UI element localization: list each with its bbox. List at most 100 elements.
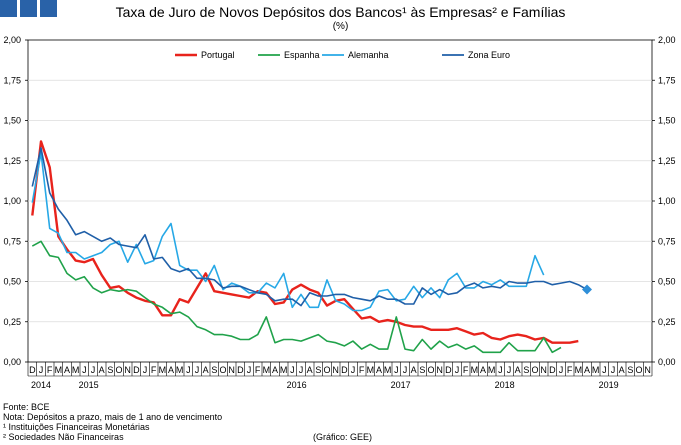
chart-title: Taxa de Juro de Novos Depósitos dos Banc…: [115, 4, 566, 20]
x-tick-label: D: [445, 365, 452, 375]
x-tick-label: D: [133, 365, 140, 375]
x-tick-label: S: [523, 365, 529, 375]
x-tick-label: A: [584, 365, 590, 375]
x-year-label: 2016: [287, 380, 307, 390]
x-tick-label: J: [247, 365, 252, 375]
x-tick-label: M: [471, 365, 479, 375]
y-tick-label-right: 1,00: [658, 196, 676, 206]
x-tick-label: M: [263, 365, 271, 375]
x-tick-label: O: [219, 365, 226, 375]
x-tick-label: F: [47, 365, 53, 375]
x-tick-label: M: [592, 365, 600, 375]
x-tick-label: A: [480, 365, 486, 375]
logo-squares: [0, 0, 57, 17]
x-tick-label: D: [29, 365, 36, 375]
x-tick-label: A: [619, 365, 625, 375]
x-year-label: 2015: [79, 380, 99, 390]
y-tick-label-left: 2,00: [3, 35, 21, 45]
x-tick-label: J: [39, 365, 44, 375]
y-tick-label-left: 0,50: [3, 277, 21, 287]
x-tick-label: S: [315, 365, 321, 375]
x-tick-label: M: [55, 365, 63, 375]
series-line-portugal: [31, 140, 579, 344]
x-tick-label: F: [359, 365, 365, 375]
x-year-label: 2014: [31, 380, 51, 390]
x-tick-label: N: [540, 365, 547, 375]
x-tick-label: M: [72, 365, 80, 375]
x-tick-label: J: [290, 365, 295, 375]
x-tick-label: S: [107, 365, 113, 375]
footnote-2: ² Sociedades Não Financeiras: [3, 432, 124, 442]
x-tick-label: A: [99, 365, 105, 375]
x-tick-label: M: [575, 365, 583, 375]
x-tick-label: J: [394, 365, 399, 375]
x-year-label: 2019: [599, 380, 619, 390]
last-point-marker: [582, 284, 592, 295]
x-tick-label: S: [419, 365, 425, 375]
x-tick-label: A: [515, 365, 521, 375]
x-tick-label: N: [332, 365, 339, 375]
x-tick-label: O: [635, 365, 642, 375]
x-tick-label: O: [323, 365, 330, 375]
x-tick-label: N: [228, 365, 235, 375]
y-tick-label-right: 1,25: [658, 156, 676, 166]
x-tick-label: J: [143, 365, 148, 375]
x-tick-label: J: [299, 365, 304, 375]
series-line-zona-euro: [31, 147, 588, 307]
x-tick-label: A: [376, 365, 382, 375]
y-tick-label-left: 1,50: [3, 116, 21, 126]
x-tick-label: A: [411, 365, 417, 375]
x-year-label: 2017: [391, 380, 411, 390]
x-tick-label: F: [255, 365, 261, 375]
series-line-espanha: [31, 240, 562, 354]
y-tick-label-left: 0,75: [3, 236, 21, 246]
x-tick-label: M: [384, 365, 392, 375]
legend-label: Portugal: [201, 50, 235, 60]
y-tick-label-left: 1,75: [3, 75, 21, 85]
logo-square-1: [0, 0, 17, 17]
y-tick-label-right: 2,00: [658, 35, 676, 45]
x-tick-label: D: [341, 365, 348, 375]
y-tick-label-right: 1,50: [658, 116, 676, 126]
x-tick-label: O: [531, 365, 538, 375]
x-tick-label: N: [124, 365, 131, 375]
x-tick-label: S: [211, 365, 217, 375]
x-tick-label: J: [351, 365, 356, 375]
x-tick-label: N: [436, 365, 443, 375]
x-tick-label: A: [168, 365, 174, 375]
x-tick-label: O: [115, 365, 122, 375]
chart-unit: (%): [332, 21, 349, 32]
legend-label: Alemanha: [348, 50, 389, 60]
y-tick-label-right: 1,75: [658, 75, 676, 85]
x-tick-label: M: [280, 365, 288, 375]
x-tick-label: J: [403, 365, 408, 375]
x-tick-label: D: [237, 365, 244, 375]
x-tick-label: A: [272, 365, 278, 375]
x-tick-label: J: [559, 365, 564, 375]
logo-square-3: [40, 0, 57, 17]
x-tick-label: M: [367, 365, 375, 375]
source-note: Fonte: BCE: [3, 402, 50, 412]
x-tick-label: J: [507, 365, 512, 375]
x-tick-label: D: [549, 365, 556, 375]
x-tick-label: S: [627, 365, 633, 375]
chart-credit: (Gráfico: GEE): [313, 432, 373, 442]
legend-label: Zona Euro: [468, 50, 510, 60]
y-tick-label-left: 0,25: [3, 317, 21, 327]
x-tick-label: N: [644, 365, 651, 375]
y-tick-label-right: 0,00: [658, 357, 676, 367]
y-tick-label-left: 1,00: [3, 196, 21, 206]
y-tick-label-left: 0,00: [3, 357, 21, 367]
x-tick-label: A: [203, 365, 209, 375]
x-tick-label: F: [151, 365, 157, 375]
x-year-label: 2018: [495, 380, 515, 390]
x-tick-label: J: [498, 365, 503, 375]
x-tick-label: F: [463, 365, 469, 375]
x-tick-label: M: [176, 365, 184, 375]
x-tick-label: J: [602, 365, 607, 375]
footnote-1: ¹ Instituições Financeiras Monetárias: [3, 422, 150, 432]
legend-label: Espanha: [284, 50, 320, 60]
x-tick-label: A: [307, 365, 313, 375]
x-tick-label: J: [611, 365, 616, 375]
